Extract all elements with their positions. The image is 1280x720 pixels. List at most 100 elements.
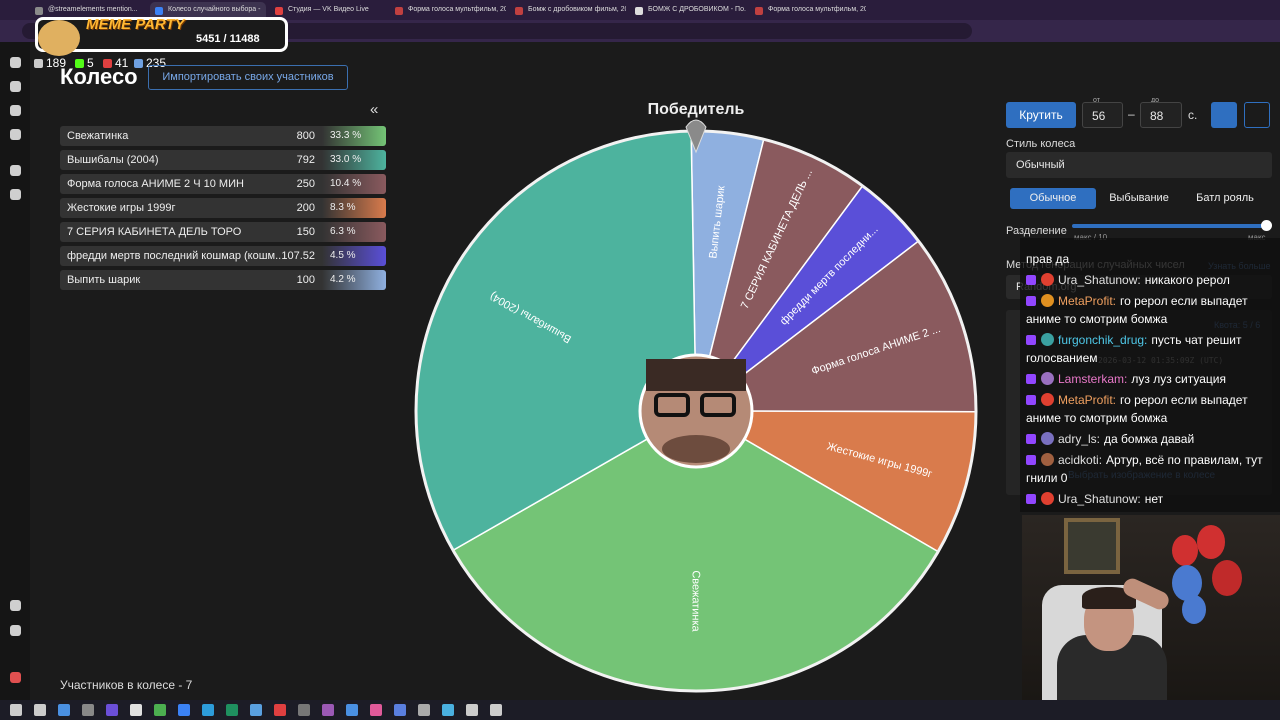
chat-text: луз луз ситуация: [1131, 372, 1226, 386]
chat-badge: [1026, 296, 1036, 306]
taskbar-icon[interactable]: [130, 704, 142, 716]
chat-user: furgonchik_drug:: [1058, 333, 1148, 347]
browser-tab[interactable]: Форма голоса мультфильм, 20...: [390, 2, 506, 20]
taskbar-icon[interactable]: [154, 704, 166, 716]
cam-painting: [1064, 518, 1120, 574]
participant-percent: 6.3 %: [322, 222, 386, 242]
participant-percent: 33.3 %: [322, 126, 386, 146]
taskbar-icon[interactable]: [418, 704, 430, 716]
style-label: Стиль колеса: [1006, 138, 1076, 150]
chat-badge: [1026, 494, 1036, 504]
side-icons: [0, 42, 30, 700]
dice-button[interactable]: [1211, 102, 1237, 128]
participant-value: 150: [296, 226, 315, 238]
side-icon[interactable]: [10, 672, 21, 683]
taskbar-icon[interactable]: [394, 704, 406, 716]
participant-name: Жестокие игры 1999г: [67, 202, 176, 214]
chat-message: Lamsterkam: луз луз ситуация: [1026, 370, 1274, 388]
mode-tab[interactable]: Батл рояль: [1196, 192, 1254, 204]
split-slider[interactable]: [1072, 224, 1266, 228]
spin-button[interactable]: Крутить: [1006, 102, 1076, 128]
chat-badge: [1026, 395, 1036, 405]
side-icon[interactable]: [10, 600, 21, 611]
side-icon[interactable]: [10, 189, 21, 200]
participant-value: 200: [296, 202, 315, 214]
side-icon[interactable]: [10, 165, 21, 176]
stat-icon: [75, 59, 84, 68]
participant-name: 7 СЕРИЯ КАБИНЕТА ДЕЛЬ ТОРО: [67, 226, 242, 238]
browser-tab[interactable]: Колесо случайного выбора -: [150, 2, 266, 20]
taskbar-icon[interactable]: [370, 704, 382, 716]
stat-value: 5: [87, 56, 94, 70]
winner-label: Победитель: [648, 101, 745, 118]
wheel-label: Свежатинка: [689, 570, 701, 632]
chat-avatar: [1041, 294, 1054, 307]
chat-text: прав да: [1026, 252, 1070, 266]
participant-row: фредди мертв последний кошмар (кошм... 10…: [60, 246, 386, 266]
taskbar-icon[interactable]: [82, 704, 94, 716]
tab-icon: [155, 7, 163, 15]
to-input[interactable]: 88: [1140, 102, 1182, 128]
photo-beard: [662, 435, 730, 463]
side-icon[interactable]: [10, 105, 21, 116]
taskbar: [0, 700, 1280, 720]
taskbar-icon[interactable]: [34, 704, 46, 716]
taskbar-icon[interactable]: [490, 704, 502, 716]
chat-avatar: [1041, 432, 1054, 445]
collapse-button[interactable]: «: [370, 101, 379, 118]
browser-tab[interactable]: Студия — VK Видео Live: [270, 2, 386, 20]
participant-name: фредди мертв последний кошмар (кошм...: [67, 250, 282, 262]
style-select[interactable]: Обычный: [1006, 152, 1272, 178]
tab-icon: [635, 7, 643, 15]
chat-overlay: прав да Ura_Shatunow: никакого рерол MetaPr…: [1020, 238, 1280, 512]
browser-tab[interactable]: БОМЖ С ДРОБОВИКОМ - По...: [630, 2, 746, 20]
browser-tab[interactable]: @streamelements mention...: [30, 2, 146, 20]
from-input[interactable]: 56: [1082, 102, 1123, 128]
cam-balloon: [1212, 560, 1242, 596]
taskbar-icon[interactable]: [202, 704, 214, 716]
taskbar-icon[interactable]: [226, 704, 238, 716]
taskbar-icon[interactable]: [250, 704, 262, 716]
slider-knob[interactable]: [1261, 220, 1272, 231]
music-button[interactable]: [1244, 102, 1270, 128]
overlay-progress: 5451 / 11488: [196, 33, 260, 45]
import-button[interactable]: Импортировать своих участников: [148, 65, 348, 90]
taskbar-icon[interactable]: [178, 704, 190, 716]
taskbar-icon[interactable]: [442, 704, 454, 716]
taskbar-icon[interactable]: [106, 704, 118, 716]
tab-icon: [395, 7, 403, 15]
taskbar-icon[interactable]: [58, 704, 70, 716]
center-image: [638, 353, 754, 469]
from-label: от: [1093, 97, 1100, 104]
taskbar-icon[interactable]: [466, 704, 478, 716]
side-icon[interactable]: [10, 57, 21, 68]
chat-avatar: [1041, 393, 1054, 406]
stat-value: 235: [146, 56, 167, 70]
mode-tab[interactable]: Выбывание: [1109, 192, 1169, 204]
chat-user: MetaProfit:: [1058, 294, 1117, 308]
chat-user: Ura_Shatunow:: [1058, 492, 1141, 506]
taskbar-icon[interactable]: [274, 704, 286, 716]
side-icon[interactable]: [10, 625, 21, 636]
taskbar-icon[interactable]: [322, 704, 334, 716]
participant-row: 7 СЕРИЯ КАБИНЕТА ДЕЛЬ ТОРО 150 6.3 %: [60, 222, 386, 242]
taskbar-icon[interactable]: [346, 704, 358, 716]
chat-text: го рерол если выпадет аниме то смотрим б…: [1026, 393, 1248, 425]
chat-badge: [1026, 374, 1036, 384]
side-icon[interactable]: [10, 129, 21, 140]
stat-icon: [34, 59, 43, 68]
page-title: Колесо: [60, 64, 138, 89]
side-icon[interactable]: [10, 81, 21, 92]
browser-tab[interactable]: Форма голоса мультфильм, 20...: [750, 2, 866, 20]
chat-user: MetaProfit:: [1058, 393, 1117, 407]
taskbar-icon[interactable]: [298, 704, 310, 716]
browser-tab[interactable]: Бомж с дробовиком фильм, 20...: [510, 2, 626, 20]
chat-avatar: [1041, 273, 1054, 286]
cam-balloon: [1172, 535, 1198, 567]
mode-tab[interactable]: Обычное: [1010, 188, 1096, 209]
stat-icon: [134, 59, 143, 68]
participant-row: Жестокие игры 1999г 200 8.3 %: [60, 198, 386, 218]
chat-message: adry_ls: да бомжа давай: [1026, 430, 1274, 448]
wheel-pointer: [685, 119, 707, 154]
taskbar-icon[interactable]: [10, 704, 22, 716]
